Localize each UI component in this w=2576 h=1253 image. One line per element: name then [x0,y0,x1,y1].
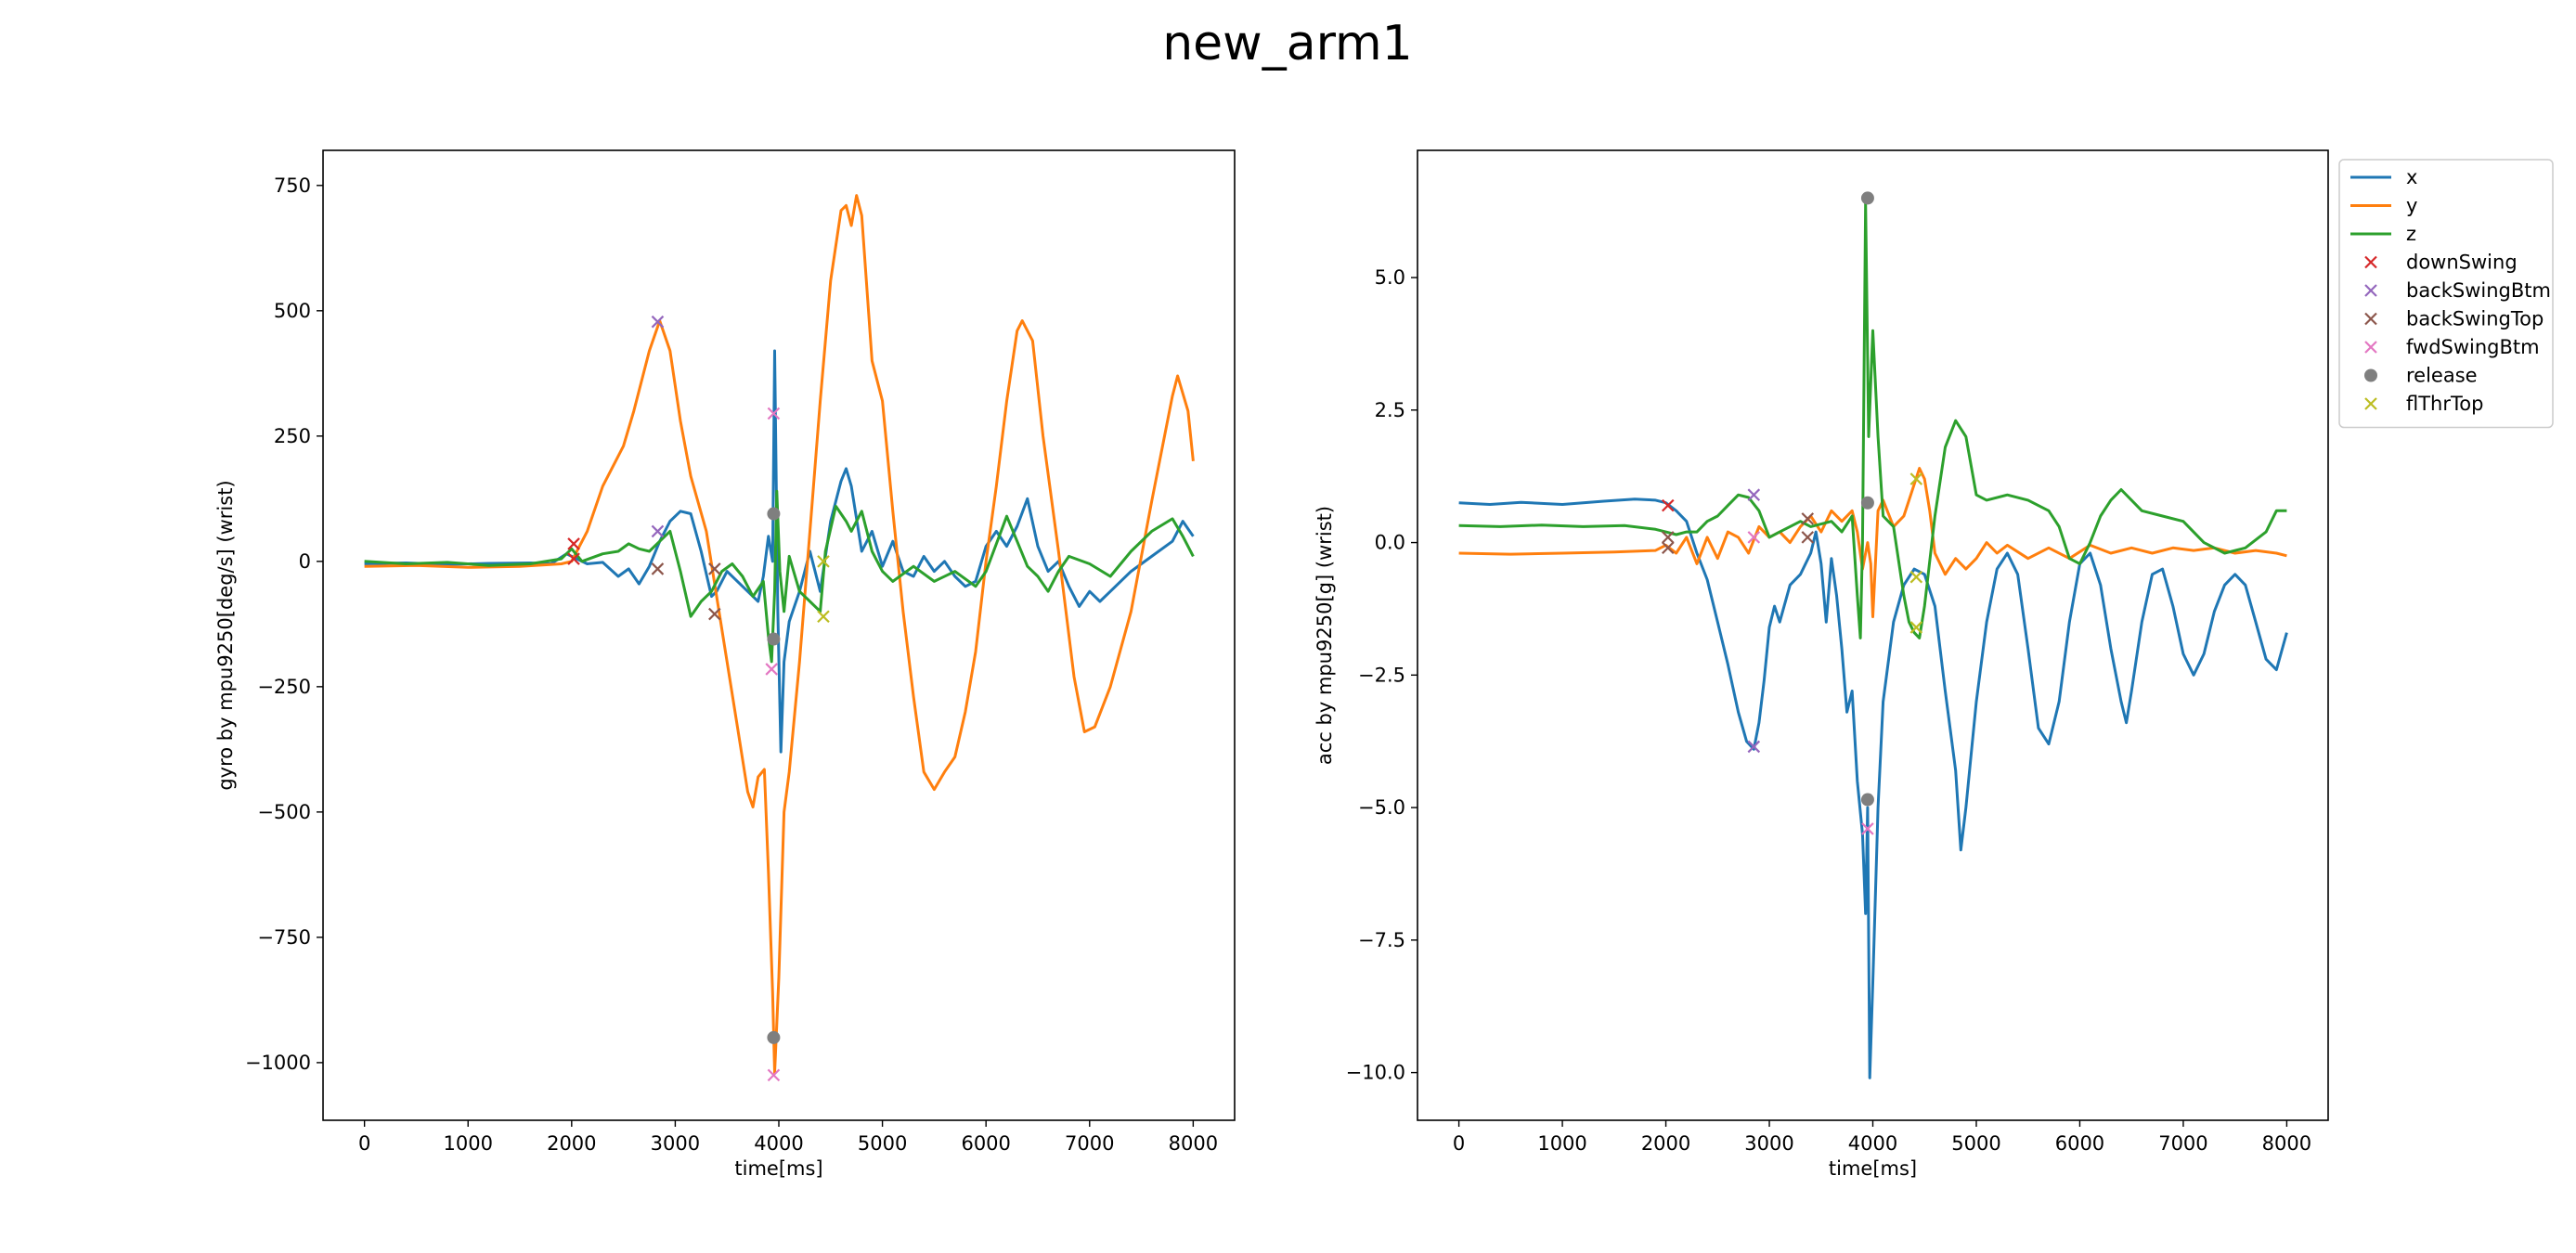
legend-swatch-fwdSwingBtm [2364,341,2377,354]
gyro-xtick-label: 8000 [1169,1132,1218,1155]
gyro-marker-backSwingTop [708,562,721,575]
gyro-xtick-label: 4000 [754,1132,803,1155]
legend-label-flThrTop: flThrTop [2406,393,2483,415]
gyro-xtick-label: 3000 [651,1132,700,1155]
gyro-marker-release [767,507,781,521]
gyro-xtick-label: 7000 [1065,1132,1114,1155]
gyro-series-x-line [364,349,1195,754]
legend: xyz downSwing backSwingBtm backSwingTop fwdS… [2338,159,2554,429]
gyro-marker-backSwingBtm [651,524,665,538]
gyro-marker-release [767,1030,781,1044]
acc-ytick-label: −7.5 [1358,929,1405,951]
acc-marker-backSwingTop [1662,541,1675,555]
gyro-marker-backSwingTop [708,607,721,621]
legend-label-fwdSwingBtm: fwdSwingBtm [2406,336,2540,358]
gyro-xtick-label: 0 [358,1132,370,1155]
acc-xlabel: time[ms] [1829,1157,1917,1180]
legend-box [2338,159,2554,429]
legend-label-downSwing: downSwing [2406,252,2518,274]
legend-label-backSwingTop: backSwingTop [2406,308,2544,330]
legend-swatch-flThrTop [2364,397,2377,410]
acc-marker-backSwingTop [1662,531,1675,544]
acc-marker-release [1860,793,1874,807]
gyro-marker-release [767,632,781,646]
gyro-marker-downSwing [567,552,580,565]
legend-swatch-backSwingBtm [2364,284,2377,297]
acc-series-x-line [1458,497,2288,1079]
acc-ytick-label: 2.5 [1375,399,1405,421]
acc-marker-fwdSwingBtm [1861,822,1874,835]
acc-ytick-label: −10.0 [1346,1062,1405,1084]
gyro-marker-backSwingTop [651,562,665,575]
legend-swatch-release [2364,368,2377,382]
gyro-marker-fwdSwingBtm [765,663,778,676]
acc-xtick-label: 8000 [2262,1132,2311,1155]
acc-ytick-label: −5.0 [1358,796,1405,819]
gyro-marker-fwdSwingBtm [767,407,781,420]
acc-series-y-line [1458,467,2287,618]
gyro-ytick-label: 750 [274,174,311,197]
acc-series-z-line [1458,201,2287,639]
gyro-ytick-label: −250 [257,676,311,698]
gyro-marker-flThrTop [817,555,830,568]
gyro-xtick-label: 2000 [547,1132,596,1155]
gyro-marker-downSwing [567,537,580,550]
legend-swatch-backSwingTop [2364,312,2377,326]
gyro-ytick-label: 0 [299,550,311,573]
gyro-marker-backSwingBtm [651,315,665,329]
gyro-ytick-label: −1000 [245,1052,311,1074]
gyro-xlabel: time[ms] [734,1157,822,1180]
acc-plot-area [1458,191,2288,1079]
acc-xtick-label: 2000 [1641,1132,1690,1155]
gyro-ytick-label: −750 [257,926,311,949]
acc-marker-fwdSwingBtm [1747,531,1761,544]
acc-ytick-label: 5.0 [1375,266,1405,289]
acc-marker-downSwing [1662,498,1675,512]
gyro-marker-flThrTop [817,610,830,624]
acc-ytick-label: −2.5 [1358,664,1405,686]
gyro-ytick-label: 500 [274,300,311,322]
legend-swatch-downSwing [2364,255,2377,269]
gyro-xtick-label: 6000 [961,1132,1010,1155]
acc-xtick-label: 6000 [2055,1132,2104,1155]
legend-label-z: z [2406,223,2416,245]
gyro-ytick-label: −500 [257,801,311,823]
acc-xtick-label: 3000 [1744,1132,1793,1155]
acc-marker-release [1860,191,1874,205]
acc-xtick-label: 4000 [1848,1132,1897,1155]
acc-axes: 0 1000 2000 3000 4000 5000 6000 7000 8000 5.0 2.5 0… [1314,149,2329,1180]
gyro-plot-area [364,194,1195,1082]
gyro-xtick-label: 1000 [444,1132,493,1155]
acc-marker-backSwingTop [1801,512,1815,525]
gyro-xtick-label: 5000 [858,1132,907,1155]
acc-marker-flThrTop [1909,621,1923,634]
gyro-marker-fwdSwingBtm [767,1068,781,1082]
acc-ytick-label: 0.0 [1375,532,1405,554]
legend-label-y: y [2406,195,2417,217]
figure-title: new_arm1 [1162,16,1413,71]
gyro-ytick-label: 250 [274,425,311,447]
acc-marker-flThrTop [1909,570,1923,584]
acc-ylabel: acc by mpu9250[g] (wrist) [1314,506,1336,765]
legend-label-release: release [2406,365,2478,387]
acc-marker-flThrTop [1909,472,1923,485]
acc-xtick-label: 1000 [1537,1132,1586,1155]
acc-marker-release [1860,496,1874,510]
legend-label-backSwingBtm: backSwingBtm [2406,279,2551,302]
acc-xtick-label: 7000 [2158,1132,2207,1155]
acc-marker-backSwingBtm [1747,488,1761,501]
acc-xtick-label: 0 [1453,1132,1465,1155]
acc-marker-backSwingTop [1801,531,1815,544]
gyro-series-z-line [364,489,1195,664]
gyro-axes: 0 1000 2000 3000 4000 5000 6000 7000 8000 750 500 2… [214,149,1236,1180]
gyro-ylabel: gyro by mpu9250[deg/s] (wrist) [214,480,237,790]
acc-marker-backSwingBtm [1747,740,1761,754]
acc-xtick-label: 5000 [1951,1132,2000,1155]
legend-label-x: x [2406,166,2417,188]
